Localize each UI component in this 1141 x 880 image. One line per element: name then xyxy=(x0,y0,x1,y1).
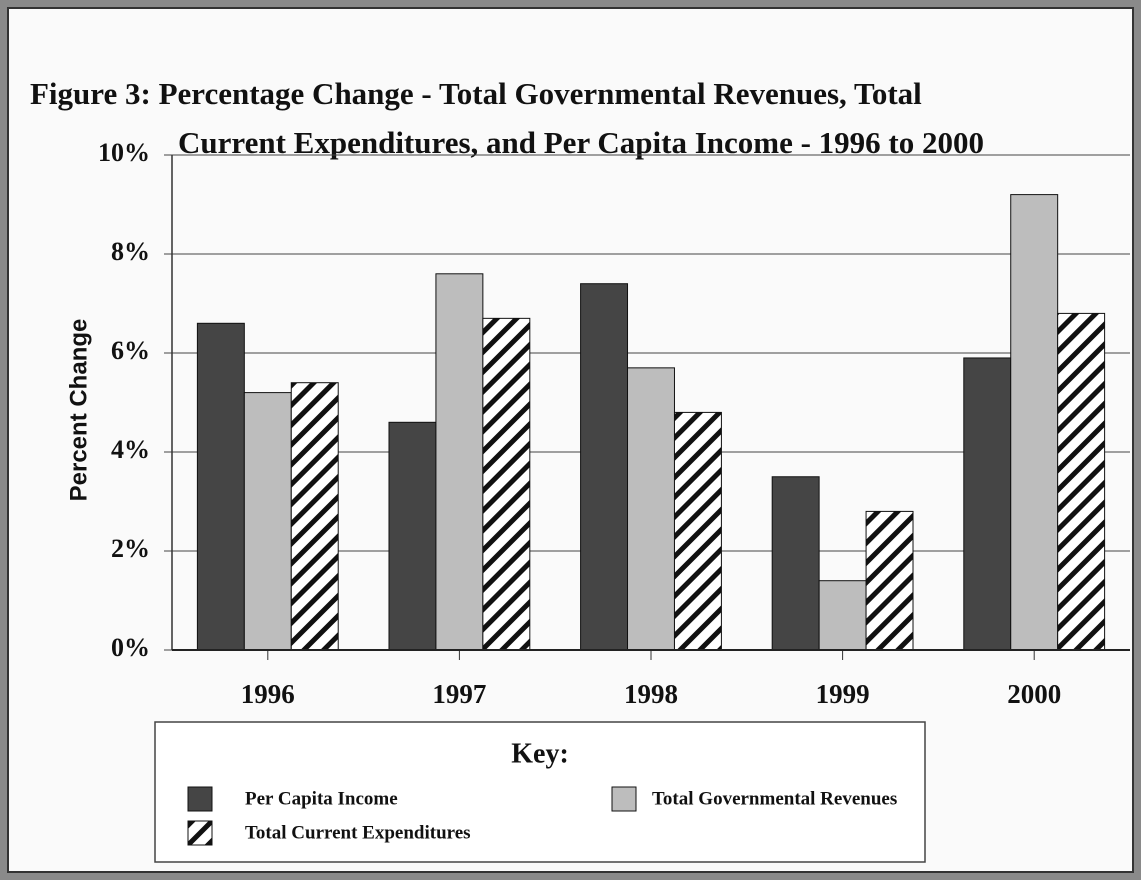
x-tick-label: 2000 xyxy=(1007,679,1061,709)
bar xyxy=(196,322,245,651)
y-axis-label: Percent Change xyxy=(65,319,92,502)
legend-box xyxy=(154,721,926,863)
bar xyxy=(243,392,292,651)
legend-label: Total Governmental Revenues xyxy=(652,788,897,809)
x-tick-label: 1998 xyxy=(624,679,678,709)
y-tick-label: 10% xyxy=(98,138,150,167)
legend-swatch xyxy=(611,786,637,812)
bar xyxy=(627,367,675,651)
bar xyxy=(388,421,437,651)
y-tick-label: 4% xyxy=(111,435,150,464)
y-tick-label: 2% xyxy=(111,534,150,563)
bar xyxy=(1010,194,1059,651)
bar xyxy=(865,510,914,651)
bar xyxy=(290,382,339,651)
bar xyxy=(1057,312,1106,651)
x-tick-label: 1999 xyxy=(816,679,870,709)
bar xyxy=(482,317,531,651)
y-tick-label: 6% xyxy=(111,336,150,365)
bar xyxy=(818,580,867,651)
chart-title: Current Expenditures, and Per Capita Inc… xyxy=(178,125,984,160)
bar xyxy=(963,357,1012,651)
legend-label: Total Current Expenditures xyxy=(245,822,471,843)
bar xyxy=(771,476,820,651)
legend-label: Per Capita Income xyxy=(245,788,398,809)
bar xyxy=(580,283,629,651)
legend-swatch xyxy=(187,820,213,846)
bar xyxy=(673,411,722,651)
bar xyxy=(435,273,484,651)
x-tick-label: 1996 xyxy=(241,679,295,709)
x-tick-label: 1997 xyxy=(432,679,486,709)
legend-title: Key: xyxy=(511,738,569,769)
y-tick-label: 0% xyxy=(111,633,150,662)
legend-swatch xyxy=(187,786,213,812)
chart-title: Figure 3: Percentage Change - Total Gove… xyxy=(30,76,922,111)
y-tick-label: 8% xyxy=(111,237,150,266)
